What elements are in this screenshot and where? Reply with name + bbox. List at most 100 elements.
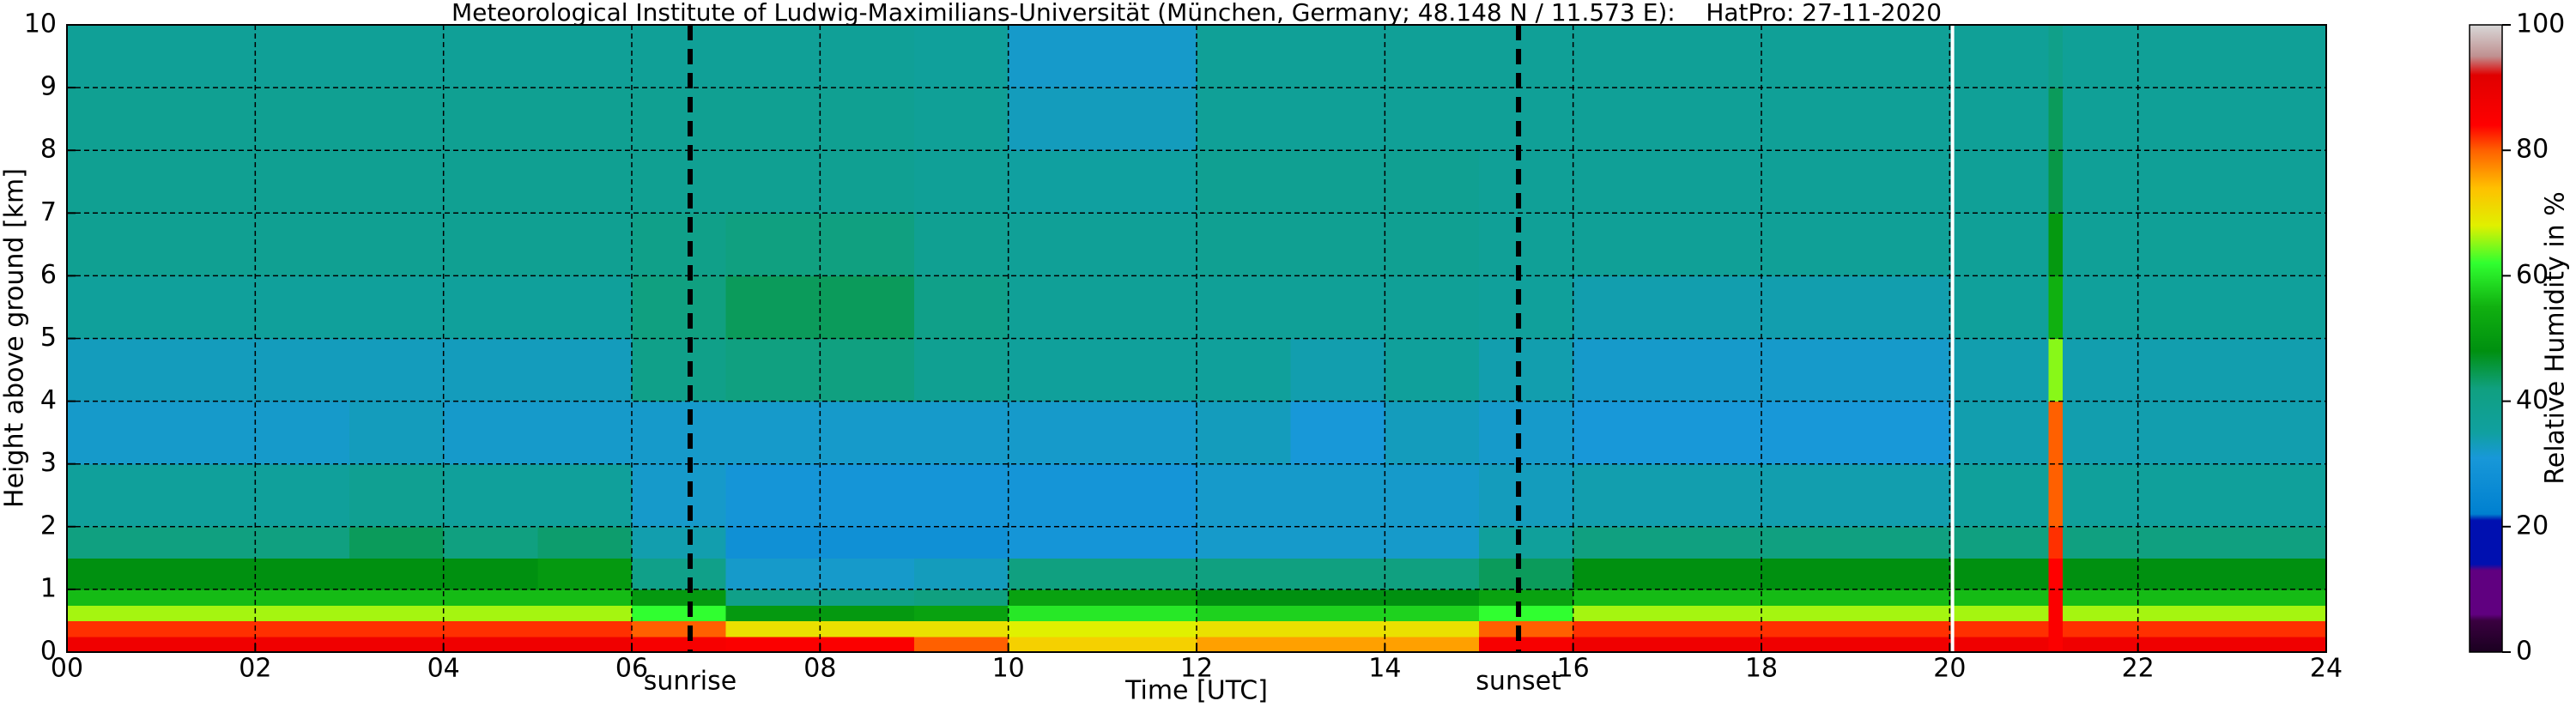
heatmap-cell — [537, 213, 633, 276]
heatmap-cell — [2137, 463, 2233, 528]
heatmap-cell — [914, 605, 1009, 622]
heatmap-cell — [2137, 213, 2233, 276]
heatmap-cell — [1573, 401, 1668, 465]
heatmap-cell — [1949, 463, 2045, 528]
heatmap-cell — [161, 213, 256, 276]
heatmap-cell — [2137, 338, 2233, 402]
heatmap-cell — [1385, 463, 1480, 528]
heatmap-cell — [161, 526, 256, 559]
heatmap-cell — [537, 605, 633, 622]
heatmap-cell — [725, 526, 821, 559]
heatmap-cell — [255, 526, 350, 559]
heatmap-cell — [914, 558, 1009, 590]
heatmap-cell — [2062, 620, 2139, 638]
heatmap-cell — [1573, 558, 1668, 590]
heatmap-cell — [2232, 620, 2327, 638]
chart-title: Meteorological Institute of Ludwig-Maxim… — [452, 0, 1942, 27]
heatmap-cell — [2044, 401, 2050, 465]
heatmap-cell — [632, 150, 727, 214]
y-tick-label: 9 — [40, 72, 57, 102]
heatmap-cell — [1102, 463, 1197, 528]
heatmap-cell — [1290, 636, 1385, 653]
heatmap-cell — [443, 150, 538, 214]
heatmap-cell — [2044, 338, 2050, 402]
heatmap-cell — [443, 213, 538, 276]
heatmap-cell — [1761, 636, 1857, 653]
heatmap-cell — [2232, 150, 2327, 214]
heatmap-cell — [1479, 338, 1574, 402]
heatmap-cell — [1385, 213, 1480, 276]
heatmap-cell — [1102, 150, 1197, 214]
heatmap-cell — [161, 150, 256, 214]
heatmap-cell — [2048, 558, 2064, 590]
heatmap-cell — [725, 25, 821, 88]
heatmap-cell — [1290, 589, 1385, 606]
heatmap-cell — [1761, 275, 1857, 340]
heatmap-cell — [2137, 589, 2233, 606]
heatmap-cell — [67, 526, 162, 559]
heatmap-cell — [725, 88, 821, 151]
heatmap-cell — [1479, 213, 1574, 276]
heatmap-cell — [2048, 463, 2064, 528]
heatmap-cell — [1573, 213, 1668, 276]
heatmap-cell — [2232, 338, 2327, 402]
heatmap-cell — [2137, 605, 2233, 622]
heatmap-cell — [255, 150, 350, 214]
heatmap-cell — [255, 589, 350, 606]
heatmap-cell — [632, 526, 727, 559]
x-tick-label: 06 — [615, 654, 648, 684]
heatmap-cell — [349, 605, 445, 622]
heatmap-cell — [255, 401, 350, 465]
colorbar-tick-label: 0 — [2516, 637, 2532, 667]
heatmap-cell — [1573, 88, 1668, 151]
heatmap-cell — [1290, 25, 1385, 88]
heatmap-cell — [161, 620, 256, 638]
heatmap-cell — [2048, 526, 2064, 559]
heatmap-cell — [2048, 605, 2064, 622]
heatmap-cell — [725, 463, 821, 528]
heatmap-cell — [1479, 401, 1574, 465]
heatmap-cell — [2048, 25, 2064, 88]
heatmap-cell — [914, 338, 1009, 402]
heatmap-cell — [1949, 150, 2045, 214]
heatmap-cell — [1667, 589, 1762, 606]
heatmap-cell — [443, 620, 538, 638]
y-tick-label: 2 — [40, 511, 57, 541]
heatmap-cell — [1855, 338, 1950, 402]
x-tick-label: 02 — [239, 654, 271, 684]
heatmap-cell — [1197, 526, 1292, 559]
heatmap-cell — [2062, 401, 2139, 465]
heatmap-cell — [2137, 88, 2233, 151]
heatmap-cell — [1761, 620, 1857, 638]
heatmap-cell — [1385, 150, 1480, 214]
heatmap-cell — [1385, 338, 1480, 402]
heatmap-cell — [1761, 338, 1857, 402]
heatmap-cell — [1573, 605, 1668, 622]
heatmap-cell — [1102, 88, 1197, 151]
vertical-line-label: sunrise — [644, 667, 736, 697]
heatmap-cell — [2137, 526, 2233, 559]
heatmap-cell — [1479, 463, 1574, 528]
heatmap-cell — [1667, 338, 1762, 402]
heatmap-cell — [349, 558, 445, 590]
heatmap-cell — [632, 338, 727, 402]
colorbar-tick-label: 20 — [2516, 511, 2549, 541]
heatmap-cell — [2048, 620, 2064, 638]
heatmap-cell — [2232, 401, 2327, 465]
heatmap-cell — [914, 463, 1009, 528]
heatmap-cell — [67, 401, 162, 465]
heatmap-cell — [632, 620, 727, 638]
heatmap-cell — [632, 636, 727, 653]
heatmap-cell — [67, 463, 162, 528]
heatmap-cell — [2062, 338, 2139, 402]
heatmap-cell — [2137, 275, 2233, 340]
heatmap-cell — [1385, 25, 1480, 88]
heatmap-cell — [1385, 526, 1480, 559]
heatmap-cell — [725, 338, 821, 402]
heatmap-cell — [161, 88, 256, 151]
heatmap-cell — [725, 589, 821, 606]
heatmap-cell — [349, 620, 445, 638]
heatmap-cell — [1761, 150, 1857, 214]
heatmap-cell — [2062, 589, 2139, 606]
heatmap-cell — [1949, 620, 2045, 638]
